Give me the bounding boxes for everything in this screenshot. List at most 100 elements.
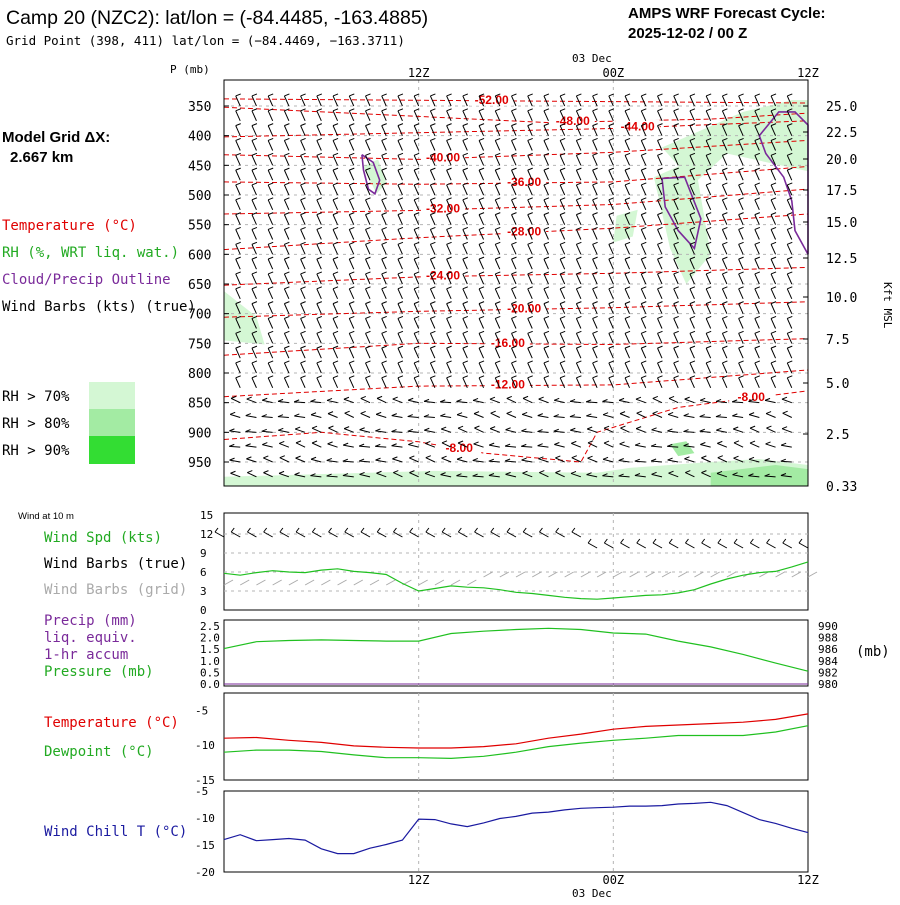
- temperature-contour: [223, 106, 809, 124]
- wind-barb: [251, 169, 257, 181]
- wind-barb-feather: [673, 182, 679, 186]
- wind-barbs-true-legend: Wind Barbs (true): [44, 556, 187, 572]
- wind-barb: [559, 362, 566, 374]
- wind-barb: [251, 258, 257, 270]
- wind-barb-feather: [722, 197, 728, 201]
- wind-barb: [543, 333, 549, 344]
- wind-barb-feather: [430, 286, 436, 290]
- wind-barb-feather: [543, 271, 550, 275]
- wind-barb-feather: [261, 414, 267, 417]
- wind-barb-feather: [284, 286, 290, 290]
- temperature-contour: [223, 188, 809, 215]
- wind-barb-grid: [467, 579, 477, 586]
- wind-barb-true: [425, 531, 436, 538]
- wind-barb: [235, 288, 241, 300]
- wind-barb-feather: [592, 137, 598, 141]
- wind-barb-feather: [472, 458, 478, 461]
- wind-barb: [537, 415, 549, 418]
- temperature-contour: [223, 98, 809, 104]
- wind-barb: [446, 155, 452, 166]
- wind-barb-feather: [716, 471, 723, 474]
- wind-barb-feather: [624, 212, 631, 216]
- wind-barb: [770, 169, 777, 181]
- time-tick-label-top: 12Z: [797, 66, 819, 80]
- contour-label-bg: [502, 224, 547, 238]
- wind-barb-feather: [446, 123, 452, 127]
- wind-barb-feather: [780, 458, 787, 462]
- wind-barb-feather: [689, 197, 696, 201]
- wind-barb: [673, 95, 679, 107]
- wind-barb-feather: [397, 330, 404, 334]
- wind-barb: [575, 362, 582, 374]
- wind-barb: [705, 95, 712, 107]
- wind-barb: [429, 362, 436, 374]
- wind-barb-feather: [585, 399, 592, 403]
- wind-barb: [511, 288, 517, 300]
- wind-barb-feather: [506, 410, 512, 414]
- wind-barb: [294, 415, 306, 418]
- wind-barb-feather: [332, 123, 339, 127]
- wind-barb-true-feather: [636, 538, 641, 544]
- wind-barb-feather: [311, 425, 318, 429]
- wind-barb: [543, 273, 549, 285]
- wind-barb: [770, 362, 777, 374]
- wind-barb-feather: [657, 212, 663, 216]
- wind-barb: [376, 413, 387, 418]
- wind-barbs-grid-legend: Wind Barbs (grid): [44, 582, 187, 598]
- wind-barb-grid: [531, 571, 542, 578]
- wind-barb-feather: [673, 226, 679, 230]
- wind-barb: [262, 444, 273, 448]
- wind-barb: [592, 184, 598, 196]
- wind-barb-feather: [365, 360, 371, 364]
- wind-barb-feather: [376, 470, 382, 474]
- wind-barb: [705, 169, 712, 181]
- wind-barb: [326, 459, 338, 463]
- wind-barb-feather: [602, 412, 609, 416]
- wind-barb: [673, 125, 679, 136]
- wind-barb-true: [506, 531, 517, 538]
- wind-barb-feather: [576, 108, 582, 112]
- wind-barb-feather: [316, 360, 323, 364]
- wind-barb-feather: [375, 428, 381, 432]
- wind-barb-feather: [559, 182, 566, 186]
- wind-barb: [230, 397, 241, 404]
- wind-barb: [413, 288, 420, 300]
- wind-barb: [397, 110, 403, 122]
- wind-barb-feather: [267, 93, 274, 97]
- wind-barb-feather: [277, 414, 284, 418]
- wind-barb-feather: [543, 197, 550, 201]
- pressure-tick: 986: [818, 643, 838, 656]
- wind-barb-feather: [413, 375, 420, 379]
- wind-barb-feather: [391, 443, 397, 447]
- wind-barb: [624, 214, 631, 225]
- wind-barb: [392, 398, 403, 404]
- wind-barb-feather: [787, 345, 793, 349]
- wind-barb-feather: [326, 473, 332, 477]
- wind-barb-feather: [267, 360, 274, 364]
- wind-barb-feather: [722, 330, 728, 334]
- wind-barb: [657, 258, 663, 270]
- wind-barb: [413, 362, 420, 374]
- wind-barb: [407, 430, 419, 433]
- wind-barb: [705, 155, 712, 166]
- wind-barb: [543, 155, 549, 166]
- wind-barb: [715, 416, 727, 418]
- wind-barb: [408, 444, 419, 448]
- wind-barb: [316, 244, 322, 255]
- wind-barb-feather: [300, 241, 306, 245]
- wind-barb: [316, 347, 322, 359]
- wind-barb: [348, 140, 355, 151]
- wind-barb-feather: [618, 458, 624, 461]
- wind-barb-feather: [462, 137, 469, 141]
- wind-barb-feather: [705, 360, 712, 364]
- wind-barb-feather: [495, 123, 501, 127]
- pressure-tick-label: 850: [188, 397, 211, 412]
- wind-barb-feather: [235, 345, 241, 349]
- rh-shading-region: [224, 459, 808, 486]
- wind-barb: [251, 288, 257, 300]
- wind-barb-feather: [430, 93, 436, 97]
- wind-barb: [328, 427, 338, 433]
- wind-barb-feather: [543, 123, 550, 127]
- wind-barb: [527, 155, 533, 166]
- wind-barb-feather: [705, 108, 712, 112]
